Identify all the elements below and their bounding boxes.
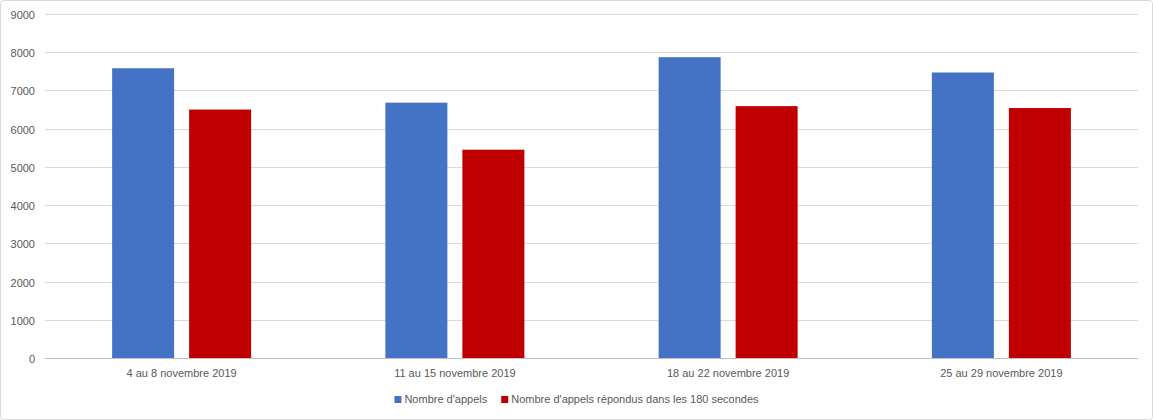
y-tick-label: 7000 bbox=[11, 85, 35, 97]
legend-swatch bbox=[501, 396, 508, 403]
bar bbox=[112, 68, 174, 358]
bar bbox=[462, 150, 524, 358]
grid-line bbox=[45, 52, 1138, 53]
legend-swatch bbox=[394, 396, 401, 403]
chart-frame bbox=[1, 1, 1153, 420]
y-tick-label: 8000 bbox=[11, 47, 35, 59]
bars bbox=[112, 57, 1071, 358]
legend-label: Nombre d'appels répondus dans les 180 se… bbox=[511, 393, 759, 405]
bar bbox=[932, 72, 994, 358]
y-tick-label: 9000 bbox=[11, 9, 35, 21]
y-tick-label: 0 bbox=[29, 353, 35, 365]
y-tick-label: 5000 bbox=[11, 162, 35, 174]
y-tick-label: 3000 bbox=[11, 238, 35, 250]
y-tick-label: 6000 bbox=[11, 124, 35, 136]
y-tick-label: 1000 bbox=[11, 315, 35, 327]
chart: 0 1000 2000 3000 4000 5000 6000 7000 8000 9000 4 a… bbox=[0, 0, 1153, 420]
legend-label: Nombre d'appels bbox=[404, 393, 487, 405]
x-tick-label: 18 au 22 novembre 2019 bbox=[667, 367, 789, 379]
bar bbox=[385, 103, 447, 358]
grid-line bbox=[45, 14, 1138, 15]
grid-line bbox=[45, 358, 1138, 359]
y-tick-label: 2000 bbox=[11, 277, 35, 289]
bar bbox=[1009, 108, 1071, 358]
y-tick-label: 4000 bbox=[11, 200, 35, 212]
x-tick-label: 25 au 29 novembre 2019 bbox=[940, 367, 1062, 379]
bar bbox=[189, 110, 251, 358]
bar bbox=[736, 106, 798, 358]
x-tick-label: 4 au 8 novembre 2019 bbox=[127, 367, 237, 379]
x-tick-label: 11 au 15 novembre 2019 bbox=[394, 367, 516, 379]
bar bbox=[659, 57, 721, 358]
legend: Nombre d'appels Nombre d'appels répondus … bbox=[394, 393, 759, 405]
